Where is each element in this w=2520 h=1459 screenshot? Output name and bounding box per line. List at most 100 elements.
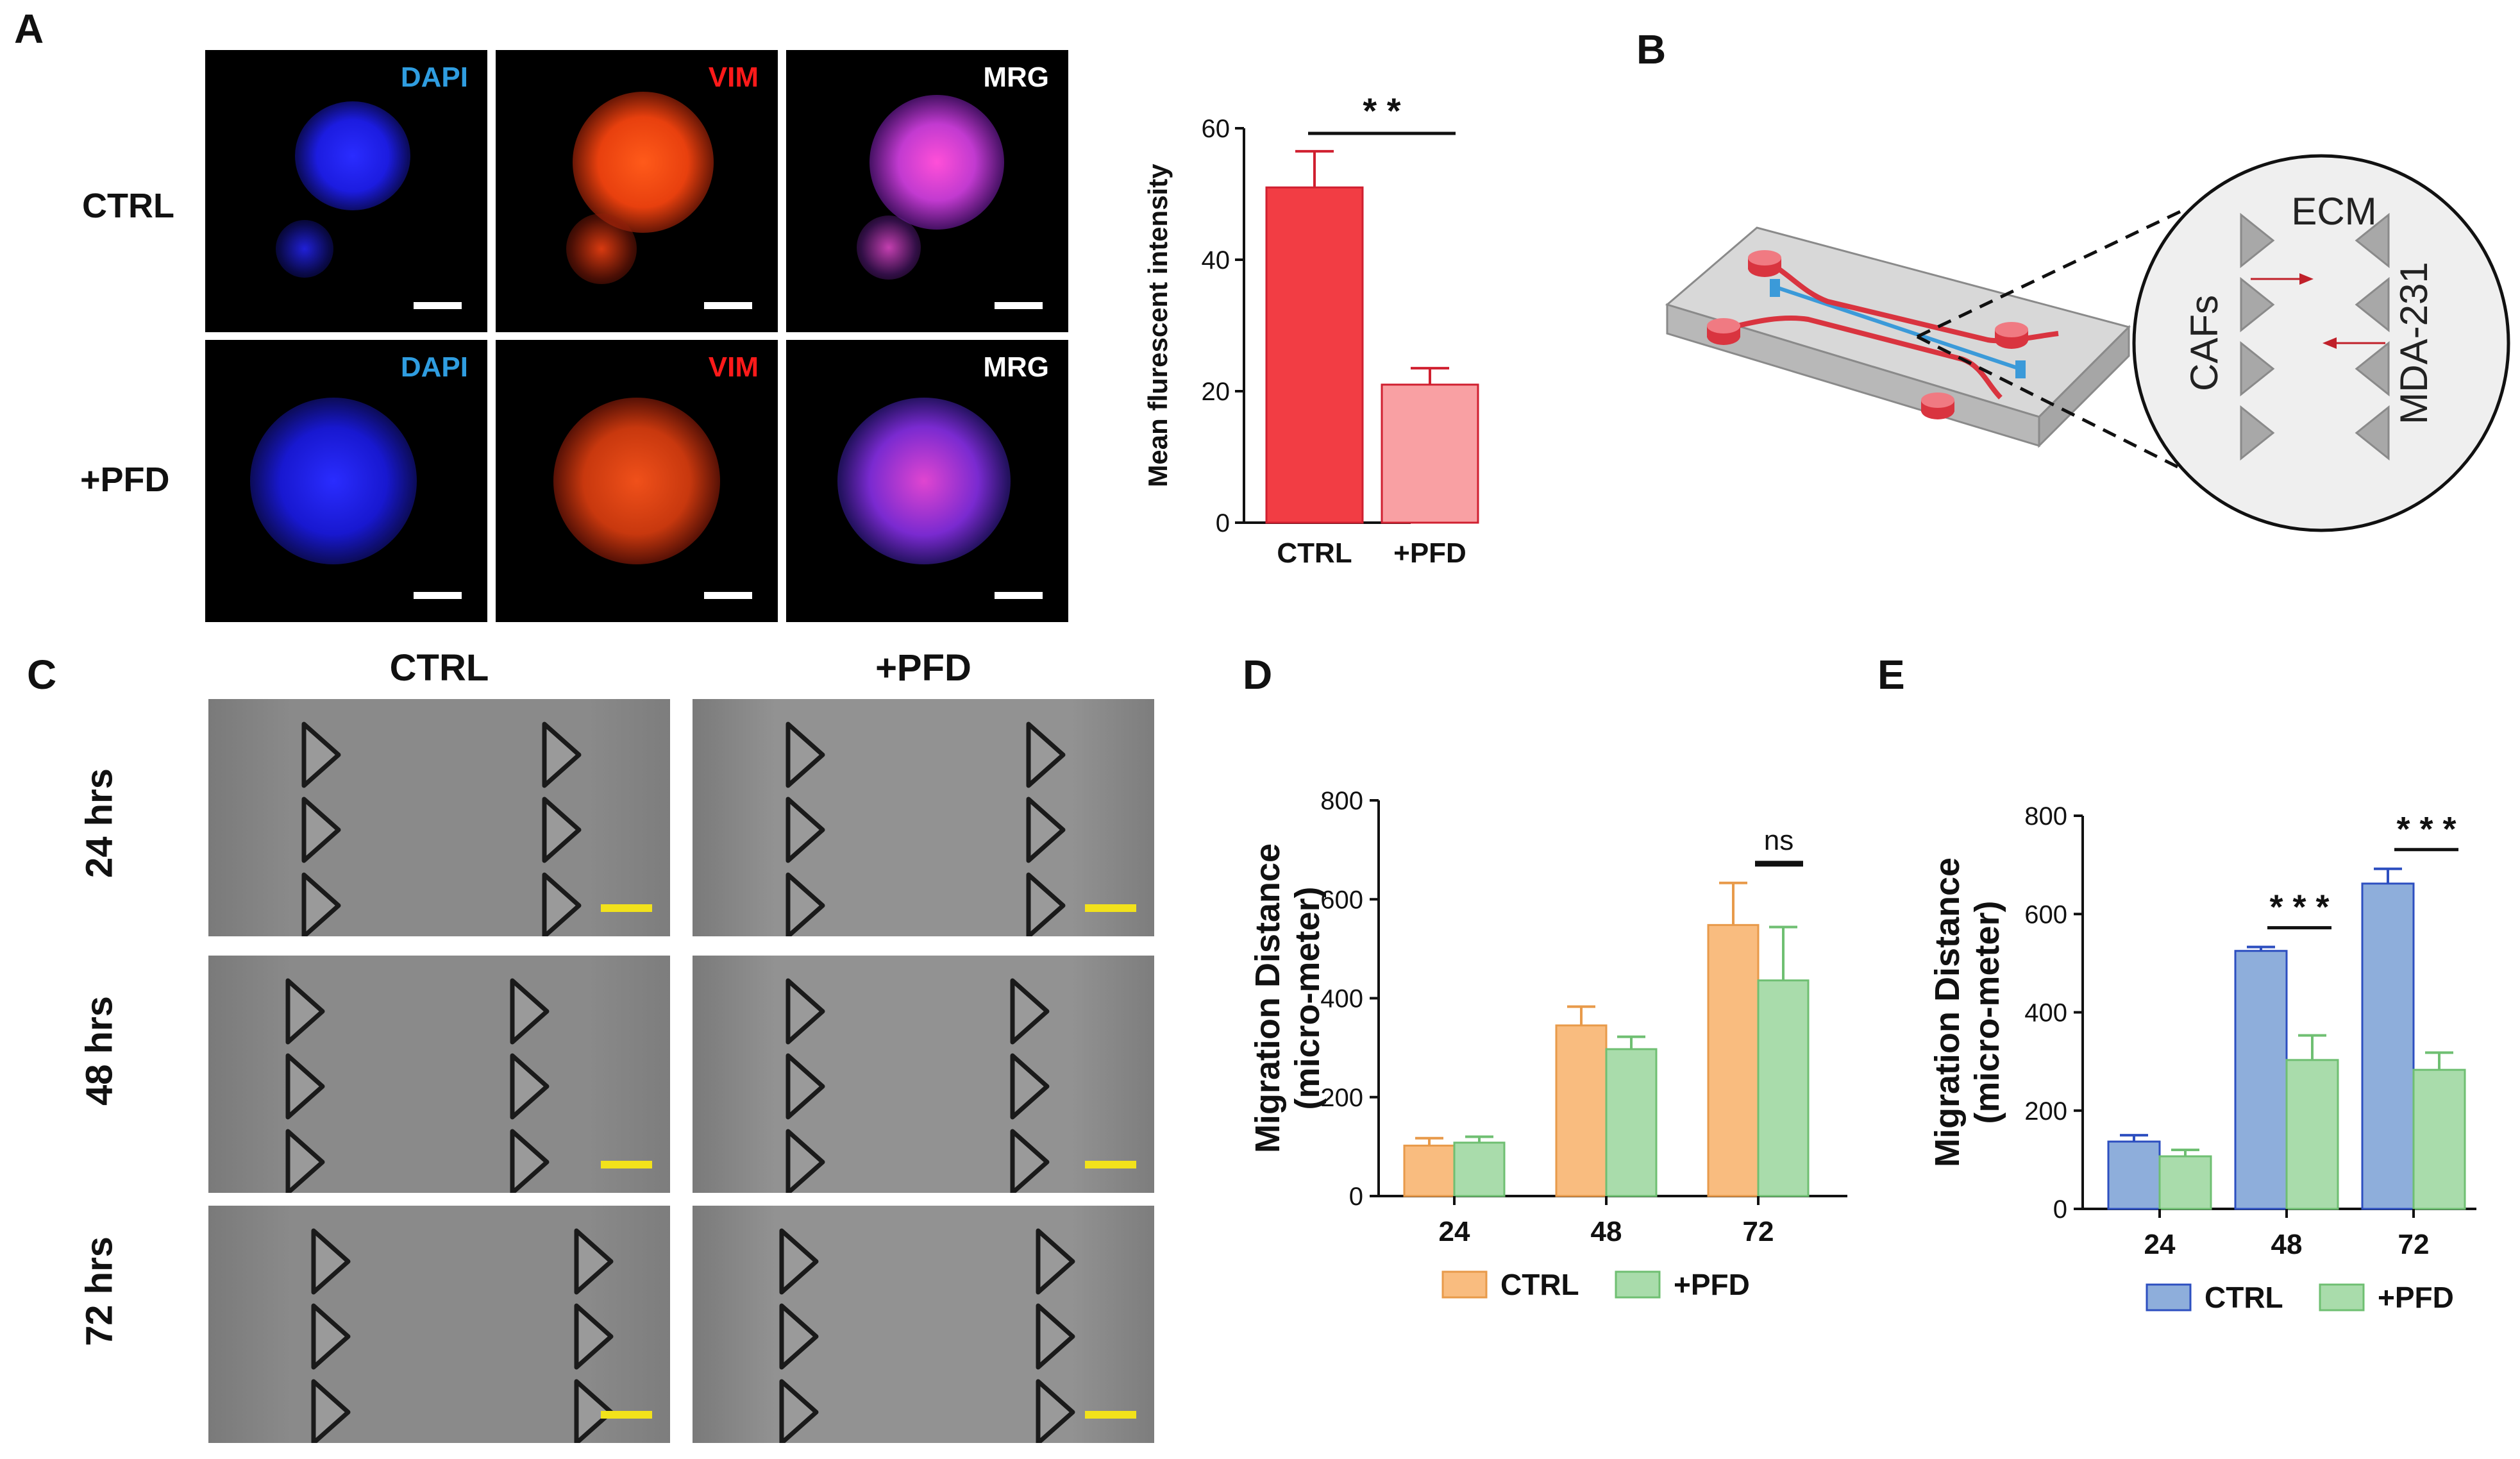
post-triangle-shape	[301, 721, 341, 788]
post-triangle	[285, 1053, 325, 1120]
legend-swatch	[1615, 1270, 1661, 1299]
row-label-48hrs: 48 hrs	[78, 996, 121, 1106]
chart-d-plot: 0 200 400 600 800 Migration Distance(micro-me…	[1248, 787, 1847, 1301]
post-triangle	[785, 797, 825, 863]
post-triangle	[574, 1303, 614, 1370]
column-label-pfd: +PFD	[875, 647, 971, 689]
y-axis-label-line: (micro-meter)	[1288, 886, 1327, 1109]
reservoir	[1921, 392, 1954, 419]
post-triangle-shape	[1010, 1053, 1050, 1120]
red-channel-top	[1762, 257, 2059, 344]
scale-bar	[601, 1411, 652, 1419]
bar	[1757, 979, 1810, 1197]
post-triangle	[1026, 872, 1066, 936]
post-triangle	[574, 1379, 614, 1443]
post-triangle-shape	[574, 1228, 614, 1295]
chart-e: 0 200 400 600 800 Migration Distance(micro-me…	[1928, 802, 2476, 1314]
row-label-72hrs: 72 hrs	[78, 1236, 121, 1346]
post-triangle-shape	[285, 978, 325, 1045]
y-tick-label: 0	[2053, 1195, 2067, 1224]
channel-label-vim: VIM	[708, 62, 759, 93]
post-triangle	[1036, 1228, 1075, 1295]
channel-label-mrg: MRG	[983, 62, 1049, 93]
micrograph-ctrl-merge: MRG	[786, 50, 1068, 332]
post-triangle-shape	[1036, 1303, 1075, 1370]
x-tick-label: 72	[2398, 1229, 2430, 1260]
x-tick-label: 48	[1591, 1216, 1622, 1247]
post-triangle-shape	[779, 1303, 819, 1370]
scale-bar	[995, 302, 1043, 309]
legend-label: CTRL	[1500, 1268, 1579, 1301]
significance-label: ns	[1764, 825, 1793, 856]
bar	[2234, 950, 2288, 1210]
post-triangle	[542, 721, 582, 788]
zoom-line	[1916, 335, 2181, 470]
post-triangle	[285, 1129, 325, 1193]
post-triangle-shape	[311, 1228, 351, 1295]
post-triangle	[1010, 1053, 1050, 1120]
label-cafs: CAFs	[2183, 295, 2226, 391]
y-tick-label: 400	[1320, 985, 1363, 1013]
x-tick-label: CTRL	[1277, 537, 1352, 569]
post-triangle-shape	[542, 872, 582, 936]
bar	[1605, 1048, 1658, 1197]
significance-label: * * *	[2396, 810, 2456, 848]
arrow-left-head	[2323, 337, 2337, 349]
y-axis-label: Mean flurescent intensity	[1143, 164, 1173, 487]
scale-bar	[1085, 1161, 1136, 1168]
post-triangle	[1026, 797, 1066, 863]
post-triangle	[301, 721, 341, 788]
panel-label-b: B	[1636, 26, 1667, 72]
post-triangle	[1026, 721, 1066, 788]
panel-label-a: A	[14, 6, 44, 52]
post-triangle	[779, 1228, 819, 1295]
post-triangle	[311, 1303, 351, 1370]
panel-label-d: D	[1243, 652, 1273, 698]
chip-side-face	[2038, 325, 2130, 448]
y-axis-label: Migration Distance(micro-meter)	[1248, 843, 1327, 1153]
post-triangle	[1010, 1129, 1050, 1193]
scale-bar	[601, 1161, 652, 1168]
post-triangle	[785, 978, 825, 1045]
legend-swatch	[2146, 1283, 2192, 1311]
y-tick-label: 40	[1202, 246, 1231, 274]
post-triangle-shape	[1010, 978, 1050, 1045]
bar	[1403, 1144, 1456, 1197]
bar	[1265, 186, 1364, 524]
row-label-pfd: +PFD	[80, 460, 170, 499]
reservoir	[1995, 322, 2028, 349]
post-triangle	[785, 1129, 825, 1193]
y-tick-label: 0	[1216, 509, 1230, 537]
post-triangle-shape	[779, 1379, 819, 1443]
post-triangle-shape	[510, 1129, 550, 1193]
column-label-ctrl: CTRL	[389, 647, 489, 689]
post-triangle-shape	[785, 721, 825, 788]
bar	[1555, 1024, 1608, 1197]
micrograph-pfd-merge: MRG	[786, 340, 1068, 622]
x-tick-label: 72	[1743, 1216, 1774, 1247]
post-triangle-shape	[301, 797, 341, 863]
post-triangle-shape	[311, 1303, 351, 1370]
reservoir	[1748, 250, 1781, 277]
x-tick-label: 24	[1439, 1216, 1470, 1247]
post-triangle-shape	[285, 1053, 325, 1120]
micrograph-ctrl-vim: VIM	[496, 50, 778, 332]
arrow-right-head	[2299, 273, 2314, 285]
scale-bar	[1085, 1411, 1136, 1419]
y-tick-label: 400	[2024, 999, 2067, 1027]
zoom-line	[1916, 210, 2181, 339]
blue-port	[2015, 360, 2026, 378]
label-mda: MDA-231	[2392, 262, 2435, 424]
blue-channel	[1776, 285, 2020, 371]
post-triangle	[785, 1053, 825, 1120]
post-triangle-shape	[1010, 1129, 1050, 1193]
scale-bar	[995, 592, 1043, 599]
bar	[2107, 1140, 2161, 1210]
reservoir	[1707, 318, 1740, 345]
bar	[2285, 1059, 2339, 1210]
chart-e-plot: 0 200 400 600 800 Migration Distance(micro-me…	[1928, 802, 2476, 1314]
post-triangle-shape	[285, 1129, 325, 1193]
post	[2355, 276, 2390, 333]
post	[2240, 212, 2275, 269]
post-triangle	[1036, 1379, 1075, 1443]
